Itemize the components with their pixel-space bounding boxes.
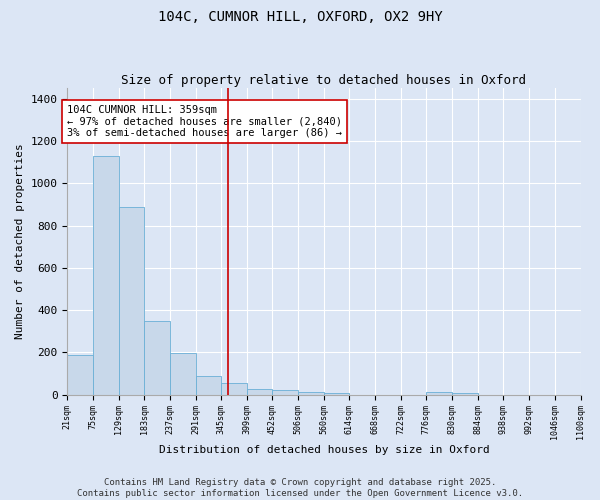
Bar <box>196 376 221 394</box>
Bar <box>272 390 298 394</box>
Y-axis label: Number of detached properties: Number of detached properties <box>15 144 25 340</box>
Text: Contains HM Land Registry data © Crown copyright and database right 2025.
Contai: Contains HM Land Registry data © Crown c… <box>77 478 523 498</box>
Bar <box>427 392 452 394</box>
Bar <box>298 392 323 394</box>
Bar <box>93 156 119 394</box>
Bar <box>145 320 170 394</box>
Text: 104C CUMNOR HILL: 359sqm
← 97% of detached houses are smaller (2,840)
3% of semi: 104C CUMNOR HILL: 359sqm ← 97% of detach… <box>67 105 342 138</box>
Bar <box>119 206 145 394</box>
Bar <box>67 354 93 395</box>
Bar <box>452 392 478 394</box>
Bar <box>170 354 196 395</box>
Text: 104C, CUMNOR HILL, OXFORD, OX2 9HY: 104C, CUMNOR HILL, OXFORD, OX2 9HY <box>158 10 442 24</box>
Bar <box>221 383 247 394</box>
Bar <box>247 390 272 394</box>
Bar <box>323 392 349 394</box>
X-axis label: Distribution of detached houses by size in Oxford: Distribution of detached houses by size … <box>158 445 489 455</box>
Title: Size of property relative to detached houses in Oxford: Size of property relative to detached ho… <box>121 74 526 87</box>
